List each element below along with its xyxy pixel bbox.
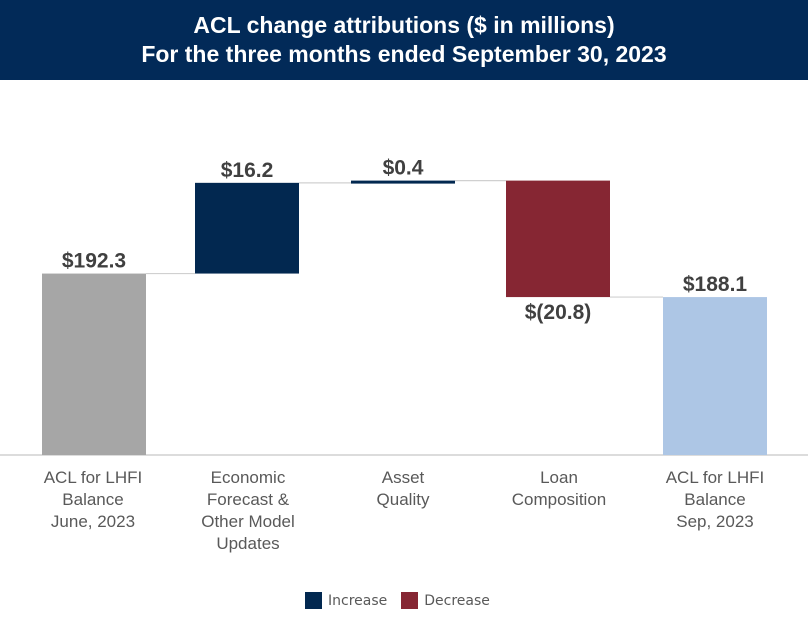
bar-decrease xyxy=(506,180,610,298)
chart-title: ACL change attributions ($ in millions) xyxy=(193,12,615,38)
legend: Increase Decrease xyxy=(305,592,490,609)
category-label: Loan Composition xyxy=(511,468,607,509)
data-label: $(20.8) xyxy=(525,301,592,324)
category-label: Economic Forecast & Other Model Updates xyxy=(201,468,295,553)
bar-increase xyxy=(195,182,299,274)
chart-header: ACL change attributions ($ in millions) … xyxy=(0,0,808,80)
bar-total xyxy=(42,273,146,455)
data-label: $0.4 xyxy=(383,157,424,180)
legend-swatch-increase xyxy=(305,592,322,609)
bar-total xyxy=(663,297,767,455)
category-label: ACL for LHFI Balance June, 2023 xyxy=(43,468,143,531)
bar-increase xyxy=(351,180,455,184)
legend-swatch-decrease xyxy=(401,592,419,609)
legend-label-increase: Increase xyxy=(328,592,388,609)
category-label: Asset Quality xyxy=(376,468,430,509)
data-label: $16.2 xyxy=(221,159,274,182)
chart-subtitle: For the three months ended September 30,… xyxy=(141,41,667,67)
legend-label-decrease: Decrease xyxy=(424,592,490,609)
category-label: ACL for LHFI Balance Sep, 2023 xyxy=(665,468,765,531)
data-label: $192.3 xyxy=(62,250,126,273)
data-label: $188.1 xyxy=(683,273,748,296)
